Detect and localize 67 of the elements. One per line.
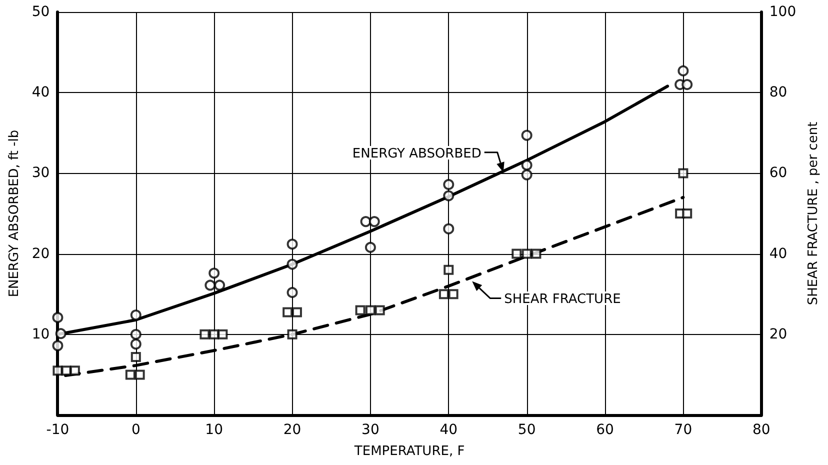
point <box>52 312 64 323</box>
y2-tick-label: 60 <box>769 165 788 182</box>
point <box>130 310 142 321</box>
point <box>678 65 689 76</box>
point <box>512 248 522 259</box>
point <box>70 366 80 376</box>
point <box>682 208 692 218</box>
point <box>134 370 145 380</box>
point <box>204 280 216 291</box>
point <box>130 352 141 362</box>
point <box>521 130 532 141</box>
point <box>438 289 449 300</box>
x-tick-label: 60 <box>596 422 614 438</box>
x-axis-title: TEMPERATURE, F <box>353 444 465 459</box>
x-tick-label: 80 <box>752 422 770 438</box>
point <box>52 366 63 376</box>
y-axis-title: ENERGY ABSORBED, ft -lb <box>7 130 22 298</box>
point <box>130 338 142 350</box>
point <box>360 216 372 228</box>
point <box>443 190 454 202</box>
point <box>444 264 454 275</box>
x-tick-label: -10 <box>46 422 70 438</box>
y-tick-label: 30 <box>32 165 50 182</box>
x-tick-label: 30 <box>362 422 380 438</box>
y2-tick-label: 100 <box>769 4 796 20</box>
y2-tick-label: 20 <box>769 326 788 342</box>
x-tick-label: 40 <box>440 422 458 438</box>
point <box>678 168 688 178</box>
point <box>443 178 454 190</box>
x-tick-label: 50 <box>518 422 536 438</box>
y-tick-label: 50 <box>32 4 50 20</box>
point <box>364 242 376 253</box>
y2-tick-label: 40 <box>769 246 788 262</box>
point <box>292 307 302 318</box>
y2-axis-title: SHEAR FRACTURE , per cent <box>806 122 821 306</box>
point <box>214 280 226 291</box>
point <box>522 248 532 259</box>
point <box>521 169 532 180</box>
point <box>52 340 64 352</box>
point <box>287 329 298 340</box>
x-tick-label: 70 <box>674 422 692 438</box>
point <box>286 238 298 250</box>
point <box>448 289 458 300</box>
point <box>521 160 532 171</box>
point <box>218 329 228 340</box>
x-tick-label: 20 <box>283 422 302 438</box>
point <box>443 223 454 234</box>
x-tick-label: 0 <box>131 422 140 438</box>
point <box>682 79 693 90</box>
point <box>531 248 542 259</box>
point <box>355 305 366 316</box>
point <box>282 307 293 318</box>
point <box>374 305 385 316</box>
point <box>365 305 376 316</box>
point <box>286 258 298 270</box>
point <box>286 286 298 298</box>
y-tick-label: 40 <box>32 84 50 101</box>
point <box>130 328 142 340</box>
y-tick-label: 10 <box>32 326 50 342</box>
point <box>200 329 210 340</box>
point <box>208 268 220 279</box>
y2-tick-label: 80 <box>769 84 788 101</box>
point <box>125 370 136 380</box>
y-tick-label: 20 <box>32 246 50 262</box>
point <box>368 216 380 228</box>
x-tick-label: 10 <box>205 422 223 438</box>
point <box>55 328 66 340</box>
